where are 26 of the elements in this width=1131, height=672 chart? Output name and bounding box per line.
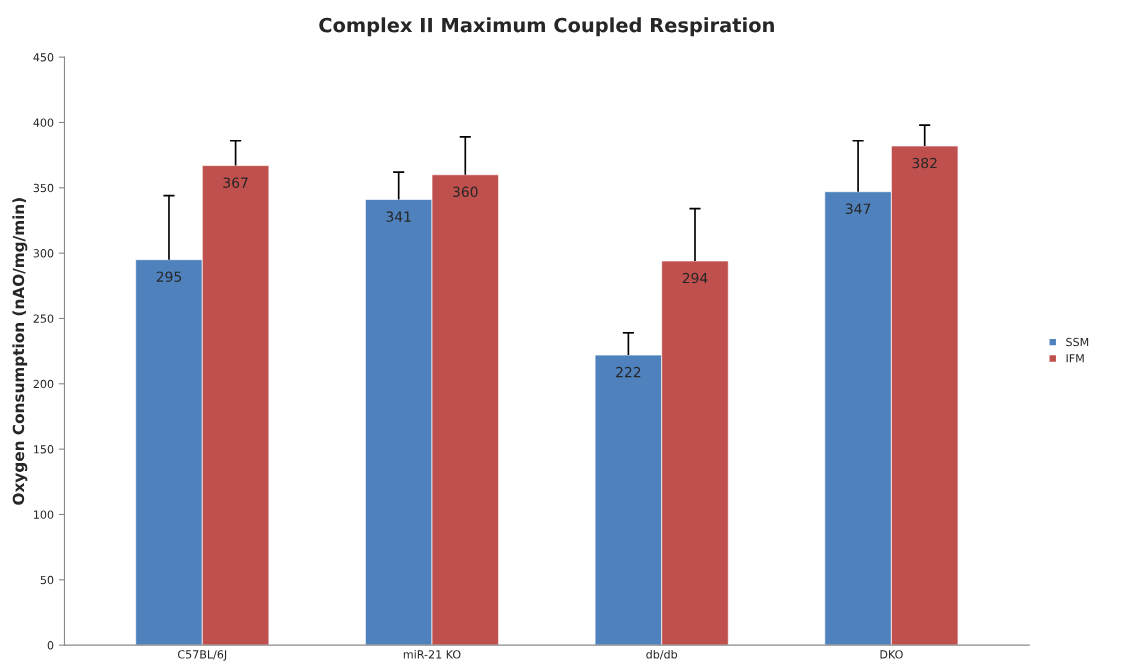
y-tick-label: 450 [33, 53, 54, 62]
data-label: 382 [912, 157, 937, 169]
legend-label: SSM [1066, 337, 1089, 347]
data-label: 294 [682, 272, 708, 284]
y-tick-label: 200 [33, 379, 54, 389]
data-label: 367 [223, 177, 248, 188]
chart-title: Complex II Maximum Coupled Respiration [319, 17, 774, 37]
x-tick-label: DKO [880, 650, 903, 659]
y-tick-label: 150 [34, 445, 54, 454]
y-tick-label: 400 [33, 118, 54, 127]
data-label: 341 [386, 211, 411, 222]
y-tick-label: 250 [33, 314, 54, 323]
y-tick-label: 300 [33, 249, 54, 258]
y-tick-label: 350 [33, 183, 54, 193]
x-tick-label: db/db [646, 649, 678, 660]
data-label: 360 [453, 186, 478, 198]
legend-label: IFM [1066, 354, 1084, 363]
y-tick-label: 100 [34, 510, 54, 519]
data-label: 295 [156, 271, 182, 282]
y-axis-title: Oxygen Consumption (nAO/mg/min) [12, 198, 28, 505]
y-tick-label: 50 [40, 575, 54, 585]
data-label: 222 [616, 366, 641, 378]
y-tick-label: 0 [47, 641, 54, 650]
x-tick-label: miR-21 KO [403, 649, 461, 659]
data-label: 347 [845, 203, 871, 215]
x-tick-label: C57BL/6J [178, 650, 227, 661]
